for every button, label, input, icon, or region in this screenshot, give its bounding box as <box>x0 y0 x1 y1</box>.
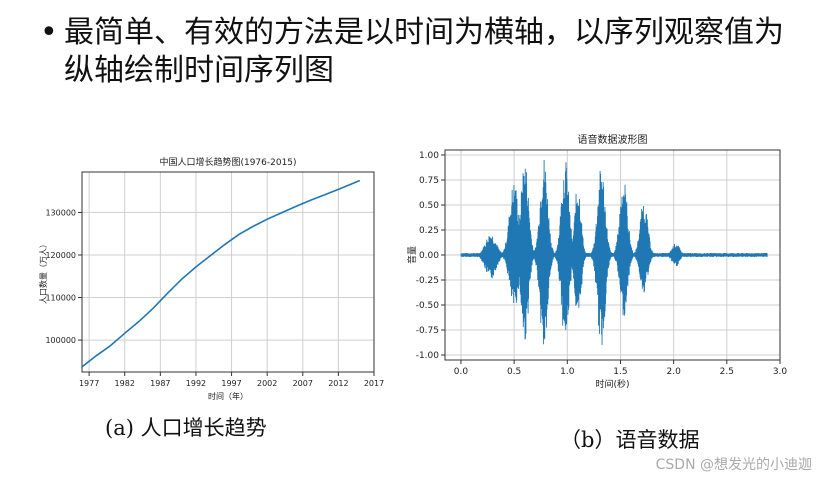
x-tick-label: 1977 <box>79 379 99 388</box>
y-tick-label: -1.00 <box>416 351 440 361</box>
x-tick-label: 1997 <box>221 379 241 388</box>
population-series-line <box>81 179 361 368</box>
y-tick-label: 110000 <box>45 294 76 303</box>
y-tick-label: 130000 <box>45 208 76 217</box>
x-tick-label: 2012 <box>328 379 348 388</box>
x-tick-label: 1992 <box>186 379 206 388</box>
bullet-text: 最简单、有效的方法是以时间为横轴，以序列观察值为纵轴绘制时间序列图 <box>64 15 784 88</box>
x-tick-label: 0.5 <box>507 367 521 377</box>
x-tick-label: 2.0 <box>666 367 681 377</box>
y-tick-label: -0.50 <box>416 301 440 311</box>
x-axis-label: 时间(秒) <box>595 378 629 390</box>
y-tick-label: 100000 <box>45 336 76 345</box>
speech-waveform-chart: 0.0 0.5 1.0 1.5 2.0 2.5 3.0 -1.00 -0.75 -0.50 -0.2… <box>406 133 788 390</box>
y-tick-label: 0.50 <box>419 201 439 211</box>
y-tick-label: 0.25 <box>419 226 439 236</box>
x-tick-label: 1.5 <box>613 367 627 377</box>
population-chart: 1977 1982 1987 1992 1997 2002 2007 2012 2017 1000… <box>38 156 384 401</box>
chart-title: 中国人口增长趋势图(1976-2015) <box>159 156 296 168</box>
y-tick-label: 0.75 <box>419 176 439 186</box>
y-tick-label: 120000 <box>45 251 76 260</box>
y-tick-label: 1.00 <box>419 151 439 161</box>
x-tick-label: 2007 <box>293 379 313 388</box>
x-tick-label: 1987 <box>150 379 170 388</box>
x-tick-label: 2017 <box>364 379 384 388</box>
x-tick-label: 3.0 <box>773 367 788 377</box>
x-tick-label: 0.0 <box>454 367 469 377</box>
waveform-series-line <box>460 160 768 345</box>
caption-a: (a) 人口增长趋势 <box>105 416 267 440</box>
x-axis-label: 时间（年） <box>208 391 248 401</box>
y-tick-label: 0.00 <box>419 251 439 261</box>
chart-title: 语音数据波形图 <box>578 133 648 146</box>
x-tick-label: 1982 <box>115 379 135 388</box>
caption-b: （b）语音数据 <box>560 428 700 452</box>
plot-frame <box>81 171 375 373</box>
watermark: CSDN @想发光的小迪迦 <box>655 457 812 473</box>
y-axis-label: 人口数量（万人） <box>38 240 48 304</box>
x-tick-label: 2.5 <box>720 367 734 377</box>
x-tick-label: 1.0 <box>560 367 575 377</box>
y-tick-label: -0.25 <box>416 276 439 286</box>
y-axis-label: 音量 <box>406 246 418 264</box>
y-tick-label: -0.75 <box>416 326 439 336</box>
x-tick-label: 2002 <box>257 379 277 388</box>
bullet-dot: • <box>40 15 58 50</box>
